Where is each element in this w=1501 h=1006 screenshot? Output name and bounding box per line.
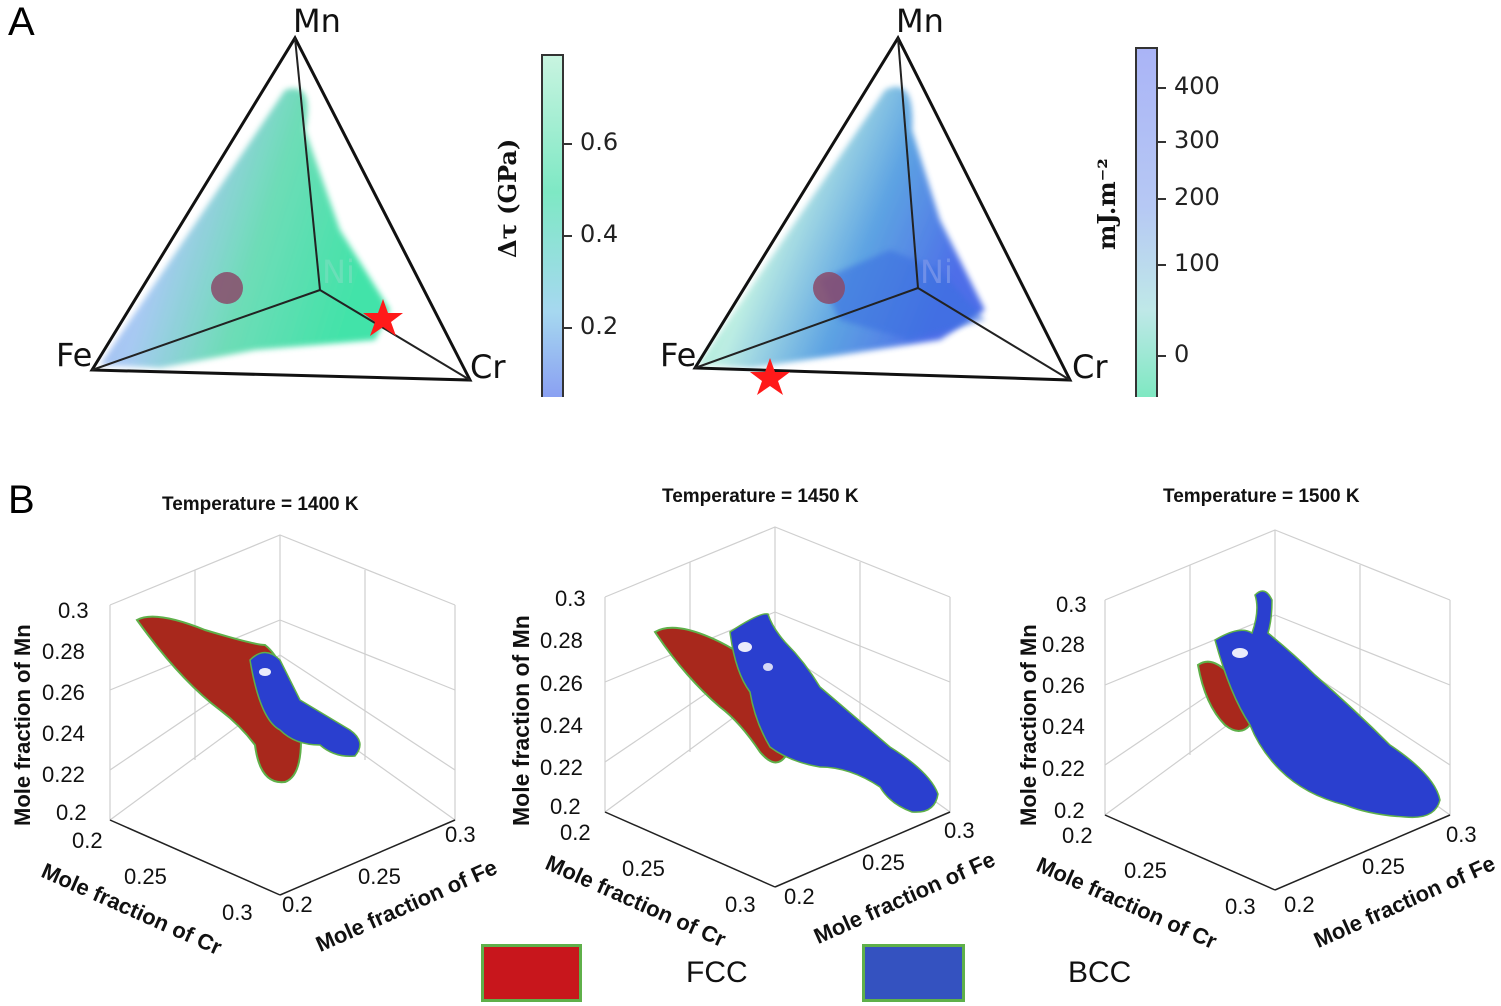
x-tick: 0.2 <box>72 828 103 853</box>
z-tick: 0.26 <box>540 671 583 696</box>
vertex-label-mn-left: Mn <box>293 2 341 40</box>
composition-marker-circle <box>813 272 845 304</box>
phase-plot-1400 <box>109 534 456 896</box>
vertex-label-ni-right: Ni <box>920 253 953 291</box>
colorbar-right-tick: 0 <box>1174 340 1190 368</box>
z-tick: 0.3 <box>555 586 586 611</box>
z-tick: 0.2 <box>1054 798 1085 823</box>
y-tick: 0.3 <box>445 822 476 847</box>
x-tick: 0.2 <box>1062 823 1093 848</box>
z-axis-title-1450: Mole fraction of Mn <box>508 615 534 826</box>
colorbar-right-tick: 100 <box>1174 249 1220 277</box>
x-tick: 0.3 <box>725 892 756 917</box>
ternary-triangle <box>89 34 473 382</box>
legend-swatch-fcc <box>481 944 582 1002</box>
y-tick: 0.2 <box>784 884 815 909</box>
ternary-edge-mn-ni <box>897 37 919 289</box>
bcc-surface <box>1214 590 1441 819</box>
y-tick: 0.25 <box>862 850 905 875</box>
vertex-label-ni-left: Ni <box>322 253 355 291</box>
ternary-edge-cr-ni <box>917 287 1071 381</box>
ternary-plot-right <box>692 34 1073 395</box>
ternary-edge-fe-ni <box>91 289 321 371</box>
z-tick: 0.2 <box>56 800 87 825</box>
z-tick: 0.3 <box>58 598 89 623</box>
z-tick: 0.22 <box>42 762 85 787</box>
legend-label-fcc: FCC <box>686 956 748 989</box>
panel-a-label: A <box>8 0 35 44</box>
z-tick: 0.26 <box>42 680 85 705</box>
ternary-edge-mn-ni <box>294 37 321 291</box>
z-tick: 0.22 <box>540 755 583 780</box>
colorbar-right-tick: 400 <box>1174 72 1220 100</box>
plot-title-1400: Temperature = 1400 K <box>162 494 359 515</box>
y-tick: 0.3 <box>1446 822 1477 847</box>
y-tick: 0.25 <box>358 864 401 889</box>
y-tick: 0.2 <box>1284 892 1315 917</box>
ternary-triangle <box>692 34 1073 382</box>
colorbar-right <box>1135 47 1158 397</box>
ternary-fill-region <box>100 88 390 368</box>
legend-label-bcc: BCC <box>1068 956 1132 989</box>
z-tick: 0.24 <box>1042 714 1085 739</box>
x-tick: 0.2 <box>560 820 591 845</box>
y-tick: 0.2 <box>282 892 313 917</box>
ternary-edge-fe-ni <box>694 287 919 369</box>
colorbar-left <box>541 54 564 397</box>
z-tick: 0.22 <box>1042 756 1085 781</box>
z-tick: 0.28 <box>540 628 583 653</box>
bcc-surface <box>729 613 939 813</box>
phase-plot-1500 <box>1104 529 1451 891</box>
colorbar-right-tick: 200 <box>1174 183 1220 211</box>
z-tick: 0.2 <box>550 794 581 819</box>
z-tick: 0.26 <box>1042 673 1085 698</box>
colorbar-right-title: mJ.m⁻² <box>1092 158 1121 250</box>
z-axis-title-1400: Mole fraction of Mn <box>10 624 35 826</box>
z-tick: 0.3 <box>1056 592 1087 617</box>
z-tick: 0.24 <box>540 713 583 738</box>
optimum-star-marker <box>363 299 403 336</box>
colorbar-left-tick: 0.2 <box>580 312 619 340</box>
panel-b-label: B <box>8 478 35 522</box>
y-tick: 0.3 <box>944 818 975 843</box>
ternary-dense-region <box>820 250 985 340</box>
x-tick: 0.3 <box>1225 894 1256 919</box>
colorbar-left-tick: 0.6 <box>580 128 619 156</box>
vertex-label-cr-left: Cr <box>470 348 506 386</box>
x-tick: 0.3 <box>222 900 253 925</box>
colorbar-left-tick: 0.4 <box>580 220 619 248</box>
plot-title-1450: Temperature = 1450 K <box>662 486 859 507</box>
z-tick: 0.28 <box>1042 632 1085 657</box>
colorbar-right-tick: 300 <box>1174 126 1220 154</box>
y-tick: 0.25 <box>1362 854 1405 879</box>
vertex-label-cr-right: Cr <box>1072 348 1108 386</box>
x-tick: 0.25 <box>1124 858 1167 883</box>
vertex-label-fe-right: Fe <box>660 336 697 374</box>
phase-plot-1450 <box>604 526 951 888</box>
z-tick: 0.28 <box>42 639 85 664</box>
z-tick: 0.24 <box>42 721 85 746</box>
colorbar-left-title: Δτ (GPa) <box>493 138 522 258</box>
vertex-label-fe-left: Fe <box>56 336 93 374</box>
plot-title-1500: Temperature = 1500 K <box>1163 486 1360 507</box>
bcc-surface <box>249 651 361 758</box>
legend-swatch-bcc <box>862 944 965 1002</box>
x-tick: 0.25 <box>622 856 665 881</box>
ternary-plot-left <box>89 34 473 382</box>
vertex-label-mn-right: Mn <box>896 2 944 40</box>
optimum-star-marker <box>750 358 790 395</box>
x-tick: 0.25 <box>124 864 167 889</box>
z-axis-title-1500: Mole fraction of Mn <box>1016 624 1041 826</box>
composition-marker-circle <box>211 272 243 304</box>
